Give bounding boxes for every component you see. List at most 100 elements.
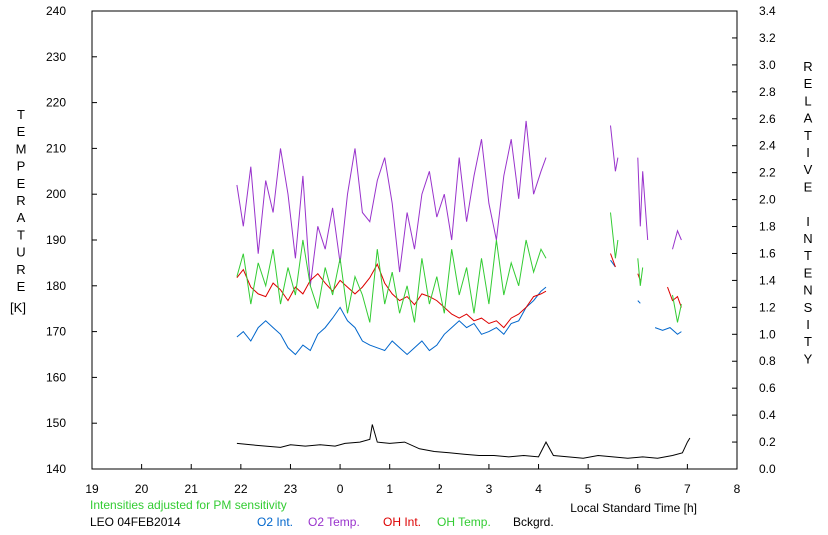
legend: O2 Int. O2 Temp. OH Int. OH Temp. Bckgrd. (257, 515, 554, 529)
y-axis-label-right-letter: E (804, 179, 813, 194)
bottom-axis-ticks: 19 20 21 22 23 0 1 2 3 4 5 6 7 8 (85, 464, 741, 496)
y-axis-label-right-letter: I (806, 145, 810, 160)
series-line-o2-int (654, 327, 682, 335)
y-axis-label-left-letter: U (16, 245, 25, 260)
right-tick-label: 1.8 (759, 220, 776, 234)
y-axis-label-right-letter: N (803, 231, 812, 246)
bottom-tick-label: 0 (337, 482, 344, 496)
right-tick-label: 0.8 (759, 354, 776, 368)
left-tick-label: 220 (46, 96, 66, 110)
legend-entry-bckgrd: Bckgrd. (513, 515, 554, 529)
bottom-tick-label: 2 (436, 482, 443, 496)
legend-entry-oh-int: OH Int. (383, 515, 421, 529)
y-axis-label-right-letter: T (804, 334, 812, 349)
left-tick-label: 190 (46, 233, 66, 247)
right-tick-label: 3.2 (759, 31, 776, 45)
right-tick-label: 1.2 (759, 300, 776, 314)
y-axis-label-left-letter: T (17, 227, 25, 242)
bottom-tick-label: 21 (185, 482, 199, 496)
series-layer (236, 120, 691, 459)
left-tick-label: 140 (46, 462, 66, 476)
bottom-tick-label: 7 (684, 482, 691, 496)
x-axis-label: Local Standard Time [h] (570, 501, 697, 515)
left-axis-ticks: 140 150 160 170 180 190 200 210 220 230 240 (46, 4, 97, 476)
legend-entry-o2-temp: O2 Temp. (308, 515, 360, 529)
bottom-tick-label: 20 (135, 482, 149, 496)
station-label: LEO 04FEB2014 (90, 515, 181, 529)
right-tick-label: 2.8 (759, 85, 776, 99)
y-axis-label-left-letter: R (16, 193, 25, 208)
y-axis-label-right-letter: N (803, 283, 812, 298)
series-line-oh-int (667, 286, 682, 308)
left-tick-label: 240 (46, 4, 66, 18)
right-tick-label: 3.4 (759, 4, 776, 18)
left-tick-label: 180 (46, 279, 66, 293)
series-line-bckgrd (236, 424, 691, 459)
series-line-o2-temp (610, 125, 619, 172)
y-axis-unit-label: [K] (10, 300, 26, 315)
legend-entry-oh-temp: OH Temp. (437, 515, 491, 529)
bottom-tick-label: 1 (386, 482, 393, 496)
y-axis-label-left-letter: M (16, 141, 27, 156)
left-tick-label: 150 (46, 416, 66, 430)
right-tick-label: 2.2 (759, 166, 776, 180)
y-axis-label-right-letter: A (804, 111, 813, 126)
y-axis-label-left-letter: E (17, 176, 26, 191)
y-axis-label-right-letter: R (803, 59, 812, 74)
right-tick-label: 0.0 (759, 462, 776, 476)
bottom-tick-label: 5 (585, 482, 592, 496)
bottom-tick-label: 4 (535, 482, 542, 496)
left-tick-label: 210 (46, 141, 66, 155)
right-tick-label: 2.4 (759, 139, 776, 153)
right-tick-label: 0.4 (759, 408, 776, 422)
series-line-oh-temp (637, 258, 644, 286)
right-tick-label: 3.0 (759, 58, 776, 72)
sensitivity-note: Intensities adjusted for PM sensitivity (90, 498, 287, 512)
y-axis-label-right-letter: T (804, 248, 812, 263)
legend-entry-o2-int: O2 Int. (257, 515, 293, 529)
y-axis-label-left-letter: T (17, 107, 25, 122)
y-axis-label-right-letter: I (806, 214, 810, 229)
left-tick-label: 170 (46, 325, 66, 339)
bottom-tick-label: 6 (634, 482, 641, 496)
y-axis-label-left-letter: E (17, 124, 26, 139)
series-line-oh-int (236, 263, 547, 329)
left-tick-label: 160 (46, 370, 66, 384)
series-line-o2-int (637, 300, 641, 304)
y-axis-label-left-letter: A (17, 210, 26, 225)
y-axis-label-right-letter: S (804, 300, 813, 315)
right-tick-label: 0.2 (759, 435, 776, 449)
y-axis-label-left-letter: P (17, 159, 26, 174)
y-axis-label-right-letter: V (804, 162, 813, 177)
y-axis-label-right-letter: E (804, 76, 813, 91)
y-axis-label-right-letter: E (804, 265, 813, 280)
series-line-oh-temp (672, 294, 682, 323)
bottom-tick-label: 19 (85, 482, 99, 496)
series-line-oh-temp (610, 212, 619, 259)
left-tick-label: 200 (46, 187, 66, 201)
right-tick-label: 0.6 (759, 381, 776, 395)
bottom-tick-label: 3 (486, 482, 493, 496)
y-axis-label-right-letter: Y (804, 351, 813, 366)
right-tick-label: 1.4 (759, 273, 776, 287)
bottom-tick-label: 8 (734, 482, 741, 496)
series-line-o2-temp (672, 229, 682, 250)
y-axis-label-left-letter: R (16, 262, 25, 277)
y-axis-label-left-letter: E (17, 279, 26, 294)
right-tick-label: 2.0 (759, 193, 776, 207)
bottom-tick-label: 22 (234, 482, 248, 496)
y-axis-label-right-letter: I (806, 317, 810, 332)
right-tick-label: 1.0 (759, 327, 776, 341)
y-axis-label-right-letter: L (804, 93, 811, 108)
right-axis-ticks: 0.0 0.2 0.4 0.6 0.8 1.0 1.2 1.4 1.6 1.8 2.0 2.2 2.4 2… (732, 4, 776, 476)
right-tick-label: 2.6 (759, 112, 776, 126)
series-line-o2-int (236, 286, 547, 356)
bottom-tick-label: 23 (284, 482, 298, 496)
right-tick-label: 1.6 (759, 246, 776, 260)
series-line-oh-int (610, 253, 616, 268)
y-axis-label-right-letter: T (804, 128, 812, 143)
series-line-oh-temp (236, 239, 547, 323)
